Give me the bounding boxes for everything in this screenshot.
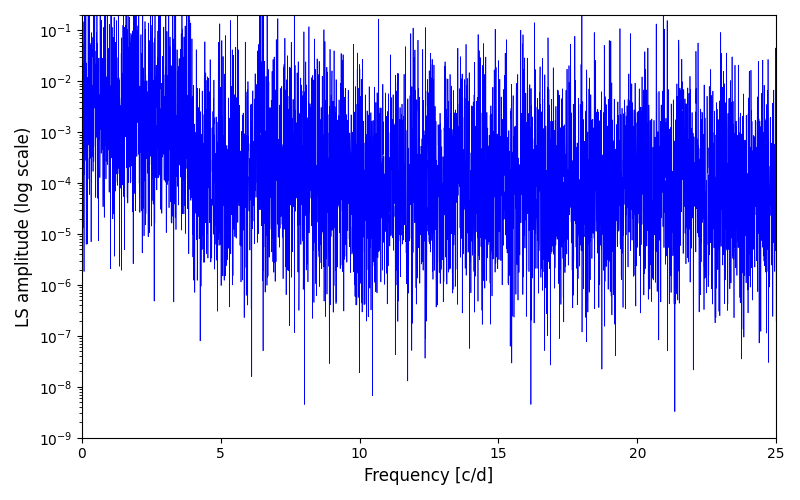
Y-axis label: LS amplitude (log scale): LS amplitude (log scale): [15, 126, 33, 326]
X-axis label: Frequency [c/d]: Frequency [c/d]: [364, 467, 494, 485]
